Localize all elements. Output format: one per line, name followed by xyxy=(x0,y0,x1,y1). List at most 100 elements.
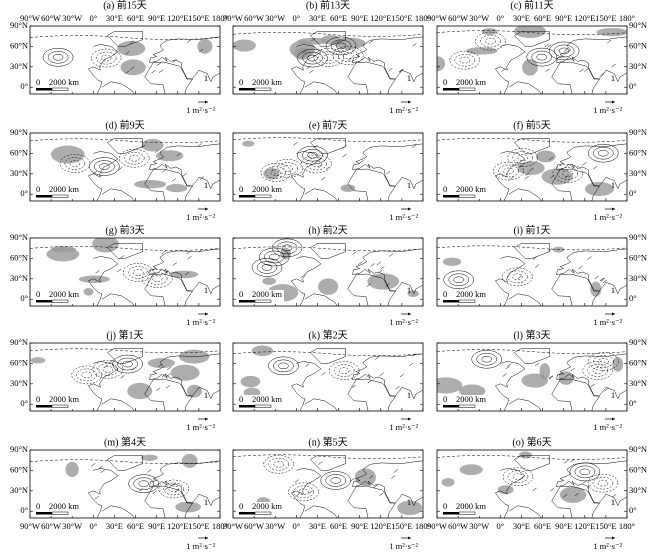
lat-label: 0° xyxy=(629,188,637,198)
vector xyxy=(147,469,152,473)
vector xyxy=(309,69,314,74)
map-frame xyxy=(436,449,628,519)
map-content xyxy=(437,243,627,306)
map-content xyxy=(30,453,220,518)
reference-value: 1 xyxy=(611,390,615,400)
reference-unit: 1 m²·s⁻² xyxy=(593,422,622,432)
scale-bar-empty xyxy=(51,194,69,198)
shading xyxy=(65,461,79,477)
vector xyxy=(156,387,161,391)
vector xyxy=(524,175,529,180)
map-content xyxy=(233,238,423,306)
dashed-contour xyxy=(30,35,220,40)
scale-bar xyxy=(36,88,52,91)
contour xyxy=(273,461,284,468)
map-content xyxy=(233,137,423,201)
lat-label: 90°N xyxy=(10,337,28,347)
vector xyxy=(408,362,414,367)
shading xyxy=(175,501,201,513)
scale-zero: 0 xyxy=(443,394,447,404)
vector xyxy=(374,356,380,360)
scale-distance: 2000 km xyxy=(252,501,282,511)
map-content xyxy=(30,138,220,201)
panel-title: (n) 第5天 xyxy=(308,435,347,448)
reference-value: 1 xyxy=(407,73,411,83)
vector xyxy=(182,173,187,177)
reference-value: 1 xyxy=(611,73,615,83)
shading xyxy=(367,273,400,290)
lat-label: 90°N xyxy=(10,232,28,242)
vector xyxy=(549,488,555,492)
scale-bar xyxy=(443,405,459,408)
shading xyxy=(318,278,339,295)
lat-label: 30°N xyxy=(629,168,647,178)
shading xyxy=(197,38,213,54)
lon-label: 60°W xyxy=(244,13,264,23)
vector xyxy=(548,375,554,380)
shading xyxy=(50,145,85,164)
reference-arrowhead xyxy=(612,100,615,104)
reference-unit: 1 m²·s⁻² xyxy=(389,212,418,222)
contour xyxy=(151,275,163,282)
contour xyxy=(569,462,601,482)
contour xyxy=(512,273,523,281)
contour xyxy=(593,355,614,368)
vector xyxy=(161,250,166,255)
reference-unit: 1 m²·s⁻² xyxy=(593,317,622,327)
vector xyxy=(517,275,522,279)
map-frame xyxy=(232,25,424,95)
dashed-contour xyxy=(437,349,627,354)
contour xyxy=(64,157,86,170)
reference-arrowhead xyxy=(612,536,615,540)
vector xyxy=(302,50,307,54)
contour xyxy=(325,474,346,487)
lat-label: 30°N xyxy=(10,273,28,283)
contour xyxy=(52,54,64,61)
contour xyxy=(328,361,360,380)
contour xyxy=(288,482,319,502)
contour xyxy=(89,157,120,176)
map-frame xyxy=(232,449,424,519)
contour xyxy=(278,362,289,370)
reference-unit: 1 m²·s⁻² xyxy=(186,105,215,115)
scale-bar xyxy=(443,300,459,303)
reference-arrowhead xyxy=(205,207,208,211)
lon-label: 90°E xyxy=(555,521,572,531)
contour xyxy=(138,480,149,487)
lat-label: 30°N xyxy=(629,61,647,71)
lon-label: 180° xyxy=(415,521,431,531)
scale-zero: 0 xyxy=(443,289,447,299)
scale-bar xyxy=(239,405,255,408)
reference-unit: 1 m²·s⁻² xyxy=(593,541,622,551)
vector xyxy=(198,248,203,253)
vector xyxy=(321,372,326,376)
shading xyxy=(92,238,119,253)
lat-label: 60°N xyxy=(10,357,28,367)
shading xyxy=(539,363,551,380)
map-frame xyxy=(29,342,221,412)
reference-value: 1 xyxy=(204,390,208,400)
lon-label: 90°W xyxy=(20,521,40,531)
shading xyxy=(170,364,200,381)
vector xyxy=(412,353,417,357)
shading xyxy=(517,161,545,176)
contour xyxy=(493,161,524,181)
reference-value: 1 xyxy=(407,390,411,400)
vector xyxy=(502,373,507,377)
vector xyxy=(152,490,157,494)
contour xyxy=(507,148,538,167)
shading xyxy=(559,486,587,503)
panel-title: (o) 第6天 xyxy=(512,435,551,448)
contour xyxy=(271,238,303,258)
scale-distance: 2000 km xyxy=(49,77,79,87)
contour xyxy=(90,48,122,68)
lat-label: 60°N xyxy=(10,40,28,50)
shading xyxy=(170,270,199,279)
lon-label: 30°W xyxy=(62,521,82,531)
map-frame xyxy=(436,132,628,202)
contour xyxy=(498,164,519,178)
reference-arrowhead xyxy=(205,100,208,104)
lat-label: 60°N xyxy=(10,464,28,474)
vector xyxy=(590,383,595,388)
vector xyxy=(198,48,204,53)
